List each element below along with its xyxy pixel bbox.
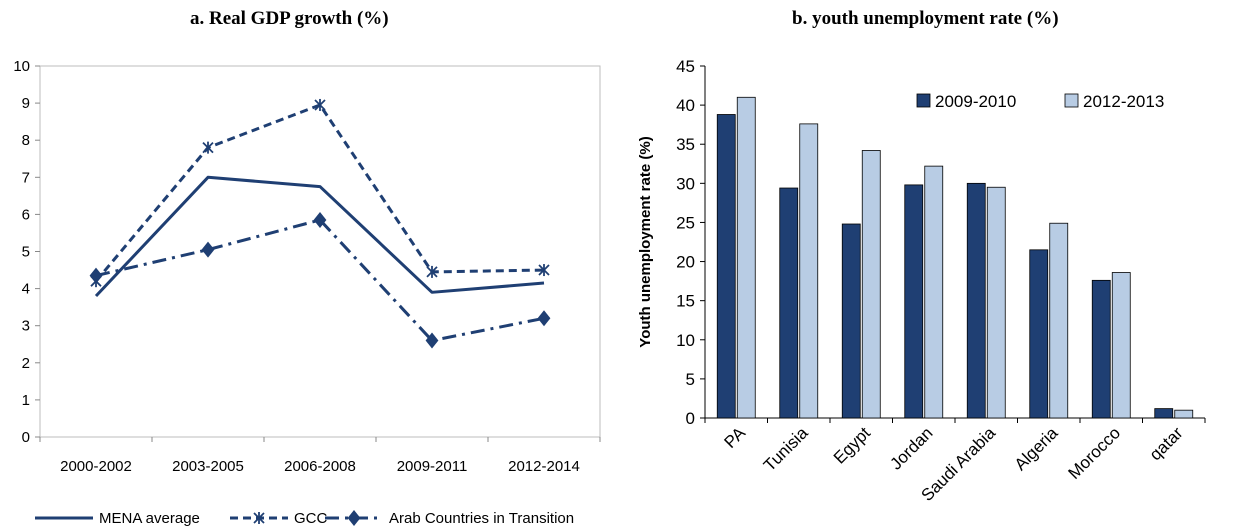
bar-2009-2010-pa <box>716 114 736 419</box>
bar-2012-2013-egypt <box>861 150 881 419</box>
legend-swatch-2012-2013 <box>1064 93 1079 108</box>
legend-label-2012-2013: 2012-2013 <box>1083 92 1164 111</box>
gdp-point-arab-countries-in-transition <box>201 241 215 258</box>
unemployment-y-tick-label: 40 <box>676 96 695 115</box>
bar-2009-2010-saudi-arabia <box>966 182 986 419</box>
unemployment-chart-title: b. youth unemployment rate (%) <box>792 8 1059 29</box>
unemployment-x-tick-label: Tunisia <box>760 423 812 475</box>
gdp-point-arab-countries-in-transition <box>89 267 103 284</box>
legend-marker-gcc <box>253 512 265 524</box>
unemployment-y-tick-label: 45 <box>676 57 695 76</box>
bar-2012-2013-algeria <box>1049 222 1069 419</box>
gdp-point-arab-countries-in-transition <box>537 310 551 327</box>
unemployment-x-tick-label: Egypt <box>830 423 874 467</box>
unemployment-y-tick-label: 20 <box>676 253 695 272</box>
bar-2009-2010-qatar <box>1154 408 1174 419</box>
bar-2009-2010-egypt <box>841 223 861 419</box>
bar-2012-2013-tunisia <box>799 123 819 419</box>
gdp-series-line-gcc <box>94 103 545 283</box>
gdp-x-tick-label: 2000-2002 <box>60 458 132 475</box>
gdp-y-tick-label: 0 <box>22 429 30 446</box>
gdp-y-tick-label: 7 <box>22 169 30 186</box>
gdp-y-tick-label: 8 <box>22 132 30 149</box>
unemployment-y-tick-label: 15 <box>676 292 695 311</box>
unemployment-x-tick-label: Morocco <box>1065 423 1125 483</box>
unemployment-y-axis-title: Youth unemployment rate (%) <box>637 136 654 347</box>
bar-2009-2010-tunisia <box>779 187 799 419</box>
bar-2009-2010-algeria <box>1029 249 1049 419</box>
gdp-y-tick-label: 4 <box>22 281 30 298</box>
gdp-x-tick-label: 2003-2005 <box>172 458 244 475</box>
gdp-x-tick-label: 2006-2008 <box>284 458 356 475</box>
gdp-y-tick-label: 10 <box>13 58 30 75</box>
legend-label-gcc: GCC <box>294 510 328 527</box>
legend-marker-arab-countries-in-transition <box>347 510 361 526</box>
unemployment-y-tick-label: 25 <box>676 213 695 232</box>
unemployment-y-tick-label: 10 <box>676 331 695 350</box>
bar-2012-2013-morocco <box>1111 272 1131 419</box>
unemployment-y-tick-label: 30 <box>676 174 695 193</box>
gdp-chart: 0 1 2 3 4 5 6 7 8 9 10 2000-2002 2003-2005 2006-2008 2… <box>13 58 601 527</box>
legend-swatch-2009-2010 <box>916 93 931 108</box>
gdp-point-arab-countries-in-transition <box>313 211 327 228</box>
bar-2012-2013-saudi-arabia <box>986 186 1006 419</box>
gdp-series-line-arab-countries-in-transition <box>95 218 545 343</box>
gdp-x-tick-label: 2012-2014 <box>508 458 580 475</box>
unemployment-x-tick-label: Algeria <box>1011 423 1062 474</box>
gdp-x-tick-label: 2009-2011 <box>397 458 468 475</box>
bar-2009-2010-morocco <box>1091 279 1111 419</box>
gdp-y-tick-label: 2 <box>22 355 30 372</box>
bar-2012-2013-pa <box>736 96 756 419</box>
legend-label-2009-2010: 2009-2010 <box>935 92 1016 111</box>
gdp-chart-title: a. Real GDP growth (%) <box>190 8 389 29</box>
unemployment-x-tick-label: qatar <box>1146 423 1187 464</box>
gdp-y-tick-label: 5 <box>22 244 30 261</box>
gdp-series-line-mena-average <box>94 175 545 298</box>
bar-2012-2013-qatar <box>1174 409 1194 419</box>
gdp-point-gcc <box>426 265 438 278</box>
bar-2009-2010-jordan <box>904 184 924 419</box>
gdp-y-tick-label: 3 <box>22 318 30 335</box>
unemployment-x-tick-label: Jordan <box>886 423 936 473</box>
legend-label-mena-average: MENA average <box>99 510 200 527</box>
gdp-y-tick-label: 9 <box>22 95 30 112</box>
legend-label-arab-countries-in-transition: Arab Countries in Transition <box>389 510 574 527</box>
gdp-y-tick-label: 1 <box>22 392 30 409</box>
gdp-point-gcc <box>202 141 214 154</box>
gdp-point-gcc <box>314 98 326 111</box>
unemployment-x-tick-label: PA <box>720 423 749 452</box>
bar-2012-2013-jordan <box>924 165 944 419</box>
gdp-y-tick-label: 6 <box>22 206 30 223</box>
gdp-point-arab-countries-in-transition <box>425 332 439 349</box>
unemployment-y-tick-label: 35 <box>676 135 695 154</box>
unemployment-y-tick-label: 5 <box>686 370 695 389</box>
gdp-point-gcc <box>538 264 550 277</box>
gdp-plot-area <box>39 65 601 438</box>
unemployment-y-tick-label: 0 <box>686 409 695 428</box>
